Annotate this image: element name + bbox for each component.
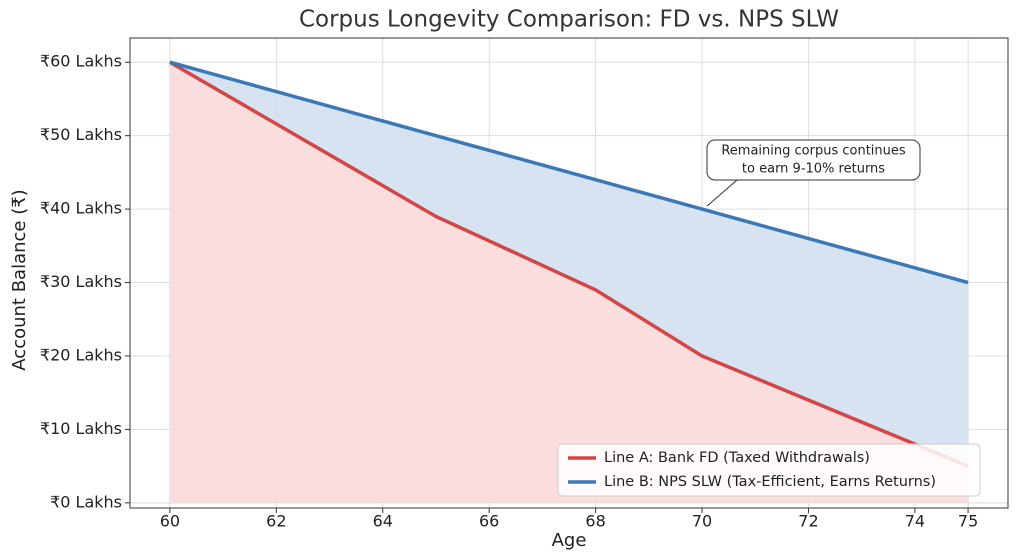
annotation-box (706, 139, 921, 181)
x-tick-label: 68 (585, 512, 605, 531)
y-tick-label: ₹0 Lakhs (50, 492, 122, 511)
annotation-arrow (706, 179, 738, 207)
x-tick-label: 72 (798, 512, 818, 531)
areas (169, 62, 969, 503)
y-tick-label: ₹20 Lakhs (40, 345, 122, 364)
y-tick-label: ₹50 Lakhs (40, 125, 122, 144)
y-tick-label: ₹30 Lakhs (40, 272, 122, 291)
area (169, 62, 969, 503)
plot-frame (129, 37, 1009, 509)
y-tick-label: ₹10 Lakhs (40, 419, 122, 438)
x-tick-label: 64 (373, 512, 393, 531)
area (169, 62, 969, 467)
x-tick-label: 74 (905, 512, 925, 531)
legend-label: Line A: Bank FD (Taxed Withdrawals) (604, 450, 870, 466)
x-tick-label: 75 (958, 512, 978, 531)
line (169, 60, 969, 468)
x-tick-label: 60 (160, 512, 180, 531)
y-tick-label: ₹40 Lakhs (40, 199, 122, 218)
legend-box (557, 443, 981, 497)
y-axis-label: Account Balance (₹) (9, 189, 30, 370)
annotation-text: to earn 9-10% returns (742, 162, 885, 177)
annotation-text: Remaining corpus continues (721, 144, 906, 159)
line (169, 60, 969, 285)
x-tick-label: 66 (479, 512, 499, 531)
x-tick-label: 70 (692, 512, 712, 531)
chart-title: Corpus Longevity Comparison: FD vs. NPS … (299, 7, 839, 33)
legend-label: Line B: NPS SLW (Tax-Efficient, Earns Re… (604, 474, 936, 490)
y-tick-label: ₹60 Lakhs (40, 52, 122, 71)
x-axis-label: Age (552, 530, 587, 551)
x-tick-label: 62 (266, 512, 286, 531)
